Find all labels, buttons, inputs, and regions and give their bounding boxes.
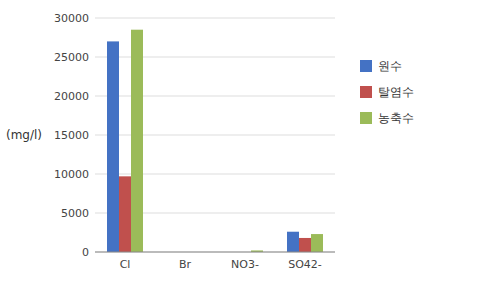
y-tick-label: 25000	[54, 51, 89, 64]
y-axis: 0 5000 10000 15000 20000 25000 30000	[54, 12, 89, 259]
grid-line	[95, 252, 335, 253]
grid-line	[95, 18, 335, 19]
legend-label: 원수	[378, 59, 402, 73]
x-axis-line	[95, 252, 335, 253]
y-axis-label: (mg/l)	[6, 128, 42, 142]
legend-label: 탈염수	[378, 85, 414, 99]
x-axis: Cl Br NO3- SO42-	[95, 252, 335, 271]
bar	[131, 30, 143, 252]
x-tick-label: NO3-	[231, 258, 259, 271]
bar	[299, 238, 311, 252]
chart-container: 0 5000 10000 15000 20000 25000 30000 (mg/l) Cl Br…	[0, 0, 480, 288]
x-tick-label: SO42-	[288, 258, 322, 271]
bar	[119, 176, 131, 252]
bar	[311, 234, 323, 252]
legend: 원수탈염수농축수	[360, 59, 414, 125]
y-tick-label: 20000	[54, 90, 89, 103]
legend-swatch	[360, 112, 372, 124]
legend-swatch	[360, 60, 372, 72]
bar	[107, 41, 119, 252]
legend-swatch	[360, 86, 372, 98]
x-tick-label: Br	[179, 258, 192, 271]
bar	[287, 232, 299, 252]
chart: 0 5000 10000 15000 20000 25000 30000 (mg/l) Cl Br…	[0, 0, 480, 288]
legend-label: 농축수	[378, 111, 414, 125]
y-tick-label: 5000	[61, 207, 89, 220]
y-tick-label: 30000	[54, 12, 89, 25]
grid	[95, 18, 335, 252]
bars	[107, 30, 323, 252]
y-tick-label: 0	[82, 246, 89, 259]
x-tick-label: Cl	[120, 258, 131, 271]
y-tick-label: 15000	[54, 129, 89, 142]
y-tick-label: 10000	[54, 168, 89, 181]
